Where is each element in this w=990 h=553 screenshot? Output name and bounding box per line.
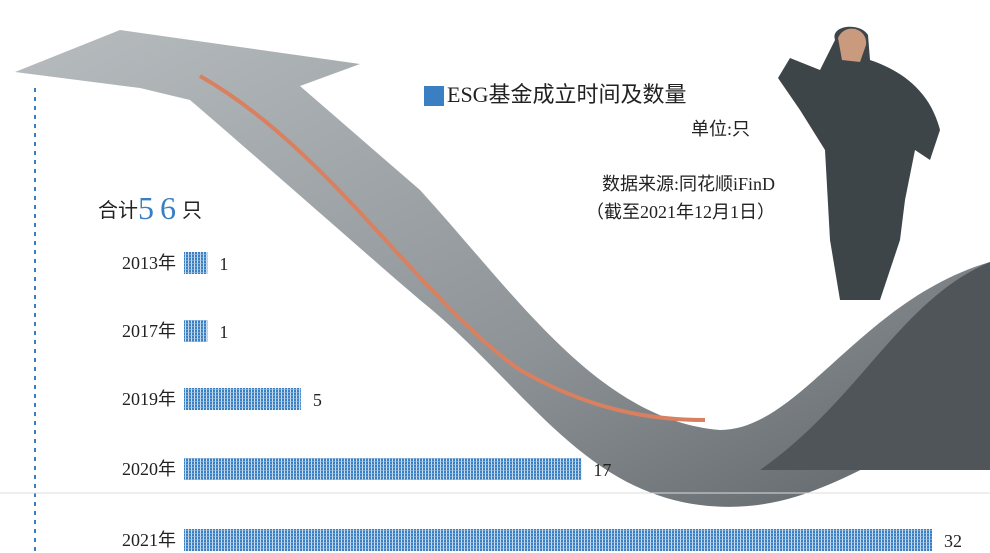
total-label: 合计56只 (98, 190, 202, 226)
value-label: 32 (944, 531, 962, 551)
total-suffix: 只 (182, 200, 202, 222)
value-label: 1 (219, 322, 228, 342)
note: （截至2021年12月1日） (586, 202, 775, 222)
bar (184, 458, 582, 480)
bar (184, 388, 301, 410)
value-label: 1 (219, 254, 228, 274)
source: 数据来源:同花顺iFinD (602, 174, 775, 194)
category-label: 2019年 (122, 389, 176, 409)
bar (184, 529, 932, 551)
value-label: 5 (313, 390, 322, 410)
bar (184, 252, 208, 274)
value-label: 17 (593, 460, 611, 480)
unit: 单位:只 (691, 119, 750, 139)
title-marker (424, 86, 444, 106)
total-value: 56 (138, 190, 182, 226)
bar (184, 320, 208, 342)
background-illustration (15, 26, 990, 507)
category-label: 2013年 (122, 253, 176, 273)
chart-title: ESG基金成立时间及数量 (447, 82, 687, 107)
category-label: 2021年 (122, 530, 176, 550)
category-label: 2020年 (122, 459, 176, 479)
total-prefix: 合计 (98, 199, 138, 222)
category-label: 2017年 (122, 321, 176, 341)
